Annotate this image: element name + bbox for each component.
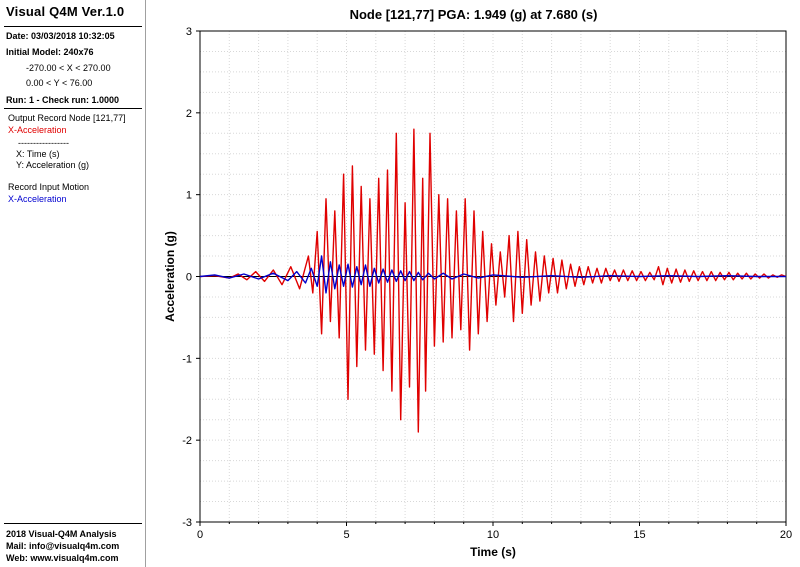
x-range: -270.00 < X < 270.00 [26,63,111,73]
output-series-label: X-Acceleration [8,125,67,135]
acceleration-chart: 0 5 10 15 20 -3 -2 -1 0 1 2 3 Time (s) Acceleration (… [163,26,792,559]
run-info: Run: 1 - Check run: 1.0000 [6,95,120,105]
y-tick-label: 0 [186,272,192,284]
y-range: 0.00 < Y < 76.00 [26,78,93,88]
footer-company: 2018 Visual-Q4M Analysis [6,529,117,539]
initial-model: Initial Model: 240x76 [6,47,94,57]
footer-web: Web: www.visualq4m.com [6,553,119,563]
x-tick-label: 20 [780,529,792,541]
x-axis-description: X: Time (s) [16,149,60,159]
info-sidebar: Visual Q4M Ver.1.0 Date: 03/03/2018 10:3… [0,0,146,567]
sidebar-divider [4,523,142,524]
footer-mail: Mail: info@visualq4m.com [6,541,120,551]
y-tick-label: 2 [186,108,192,120]
y-tick-label: -3 [182,517,192,529]
app-title: Visual Q4M Ver.1.0 [6,4,125,19]
x-tick-label: 0 [197,529,203,541]
series-line-input [199,255,786,294]
chart-title: Node [121,77] PGA: 1.949 (g) at 7.680 (s… [349,7,598,22]
y-tick-label: -1 [182,353,192,365]
y-tick-label: 3 [186,26,192,38]
x-tick-label: 10 [487,529,499,541]
x-tick-label: 5 [343,529,349,541]
y-axis-description: Y: Acceleration (g) [16,160,90,170]
sidebar-divider [4,108,142,109]
y-tick-label: -2 [182,435,192,447]
series-line-output [199,128,787,433]
sidebar-divider [4,26,142,27]
separator-text: ----------------- [18,138,69,148]
input-series-label: X-Acceleration [8,194,67,204]
x-axis-label: Time (s) [470,545,516,559]
y-axis-label: Acceleration (g) [163,231,177,322]
x-tick-label: 15 [633,529,645,541]
chart-panel: Node [121,77] PGA: 1.949 (g) at 7.680 (s… [147,0,800,567]
run-date: Date: 03/03/2018 10:32:05 [6,31,115,41]
input-record-label: Record Input Motion [8,182,90,192]
output-record-label: Output Record Node [121,77] [8,113,126,123]
y-tick-label: 1 [186,190,192,202]
